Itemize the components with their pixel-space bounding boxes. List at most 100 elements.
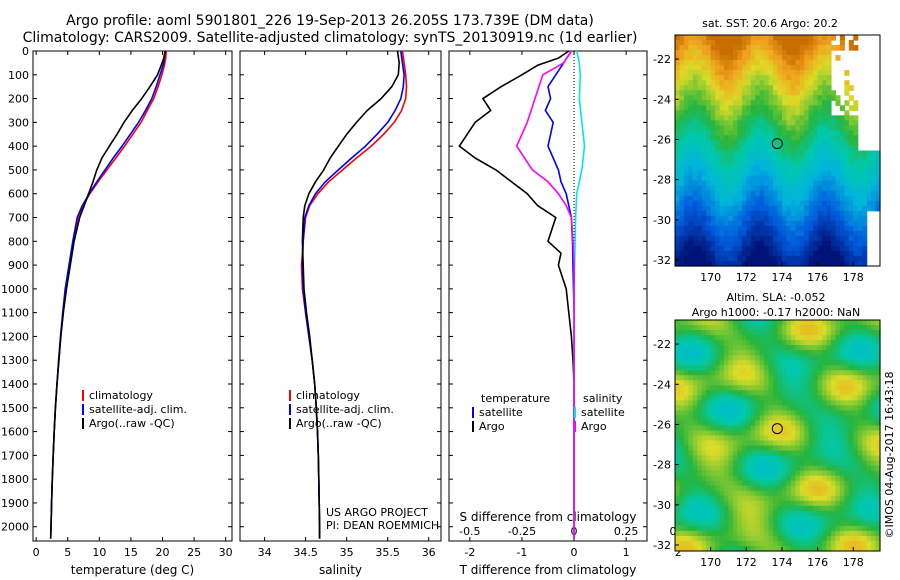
sst-map-title: sat. SST: 20.6 Argo: 20.2 bbox=[702, 17, 838, 30]
imos-credit: ©IMOS 04-Aug-2017 16:43:18 bbox=[883, 372, 896, 539]
lon-tick-label: 174 bbox=[771, 556, 792, 569]
x-tick-label: 1 bbox=[623, 546, 630, 559]
lon-tick-label: 174 bbox=[771, 271, 792, 284]
series-line-satellite bbox=[544, 50, 575, 539]
sst_map-panel: 170 172 174 176 178 -22 -24 -26 -28 -30 -32 sat. SS… bbox=[653, 17, 881, 284]
difference-plot-frame bbox=[448, 50, 648, 542]
x-tick-label: 34.5 bbox=[293, 546, 318, 559]
depth-tick-label: 1000 bbox=[1, 283, 29, 296]
figure-title-line2: Climatology: CARS2009. Satellite-adjuste… bbox=[22, 30, 638, 46]
lat-tick-label: -32 bbox=[653, 254, 671, 267]
lat-tick-label: -30 bbox=[653, 499, 671, 512]
lat-tick-label: -22 bbox=[653, 53, 671, 66]
x-tick-label: 20 bbox=[156, 546, 170, 559]
argo-height-title: Argo h1000: -0.17 h2000: NaN bbox=[692, 306, 861, 319]
legend-label: climatology bbox=[89, 389, 153, 402]
argo-float-marker bbox=[771, 423, 783, 435]
x-tick-label: 2 bbox=[675, 546, 682, 559]
s-tick-label: 0.25 bbox=[614, 525, 639, 538]
x-tick-label: -2 bbox=[464, 546, 475, 559]
legend-label: satellite bbox=[581, 406, 625, 419]
sla-map-title: Altim. SLA: -0.052 bbox=[726, 291, 825, 304]
depth-tick-label: 2000 bbox=[1, 521, 29, 534]
legend-label: Argo bbox=[581, 420, 607, 433]
legend-label: satellite bbox=[479, 406, 523, 419]
depth-tick-label: 1100 bbox=[1, 307, 29, 320]
depth-tick-label: 200 bbox=[8, 93, 29, 106]
lon-tick-label: 176 bbox=[807, 271, 828, 284]
legend-title-salinity: salinity bbox=[583, 392, 623, 405]
x-tick-label: -1 bbox=[516, 546, 527, 559]
depth-tick-label: 800 bbox=[8, 235, 29, 248]
lon-tick-label: 172 bbox=[736, 556, 757, 569]
temperature-xlabel: temperature (deg C) bbox=[71, 563, 194, 577]
legend-title-temperature: temperature bbox=[481, 392, 550, 405]
x-tick-label: 35.5 bbox=[375, 546, 400, 559]
depth-tick-label: 900 bbox=[8, 259, 29, 272]
legend-label: Argo bbox=[479, 420, 505, 433]
depth-tick-label: 1700 bbox=[1, 449, 29, 462]
lon-tick-label: 170 bbox=[700, 556, 721, 569]
lon-tick-label: 178 bbox=[843, 271, 864, 284]
salinity-plot-frame bbox=[239, 50, 442, 542]
depth-tick-label: 1300 bbox=[1, 354, 29, 367]
series-line-argo bbox=[49, 50, 166, 539]
series-line-satellite_salinity bbox=[573, 50, 586, 539]
sla_map-panel: 170 172 174 176 178 -22 -24 -26 -28 -30 -32 Altim. … bbox=[653, 291, 881, 569]
lon-tick-label: 178 bbox=[843, 556, 864, 569]
lat-tick-label: -24 bbox=[653, 378, 671, 391]
series-line-satellite bbox=[49, 50, 166, 539]
lat-tick-label: -28 bbox=[653, 459, 671, 472]
argo-float-marker bbox=[771, 138, 783, 150]
series-line-satellite bbox=[301, 50, 405, 539]
sst_map-frame bbox=[674, 34, 881, 267]
s-tick-label: -0.5 bbox=[459, 525, 480, 538]
depth-tick-label: 0 bbox=[22, 45, 29, 58]
sla_map-frame bbox=[674, 319, 881, 552]
lat-tick-label: -30 bbox=[653, 214, 671, 227]
lat-tick-label: -32 bbox=[653, 539, 671, 552]
series-line-argo_salinity bbox=[515, 50, 575, 539]
x-tick-label: 36 bbox=[422, 546, 436, 559]
s-tick-label: -0.25 bbox=[508, 525, 536, 538]
x-tick-label: 5 bbox=[64, 546, 71, 559]
legend-label: satellite-adj. clim. bbox=[296, 403, 394, 416]
depth-tick-label: 400 bbox=[8, 140, 29, 153]
legend-label: Argo(..raw -QC) bbox=[296, 417, 382, 430]
legend-label: satellite-adj. clim. bbox=[89, 403, 187, 416]
series-line-climatology bbox=[49, 50, 168, 539]
x-tick-label: 0 bbox=[33, 546, 40, 559]
series-line-climatology bbox=[300, 50, 408, 539]
lat-tick-label: -26 bbox=[653, 133, 671, 146]
depth-tick-label: 1500 bbox=[1, 402, 29, 415]
lon-tick-label: 172 bbox=[736, 271, 757, 284]
depth-tick-label: 700 bbox=[8, 212, 29, 225]
sla_map-field bbox=[675, 320, 881, 552]
project-annotation: US ARGO PROJECT bbox=[326, 506, 428, 519]
lat-tick-label: -22 bbox=[653, 338, 671, 351]
difference-panel: -2 -1 0 1 2 T difference from climatology -0.5… bbox=[448, 50, 687, 577]
x-tick-label: 35 bbox=[340, 546, 354, 559]
depth-tick-label: 1800 bbox=[1, 473, 29, 486]
lon-tick-label: 176 bbox=[807, 556, 828, 569]
x-tick-label: 25 bbox=[187, 546, 201, 559]
salinity-xlabel: salinity bbox=[319, 563, 362, 577]
series-line-argo bbox=[301, 50, 400, 539]
depth-tick-label: 600 bbox=[8, 188, 29, 201]
x-tick-label: 15 bbox=[124, 546, 138, 559]
salinity-panel: 34 34.5 35 35.5 36 salinity climatologysatelli… bbox=[239, 50, 442, 577]
legend-label: climatology bbox=[296, 389, 360, 402]
x-tick-label: 30 bbox=[219, 546, 233, 559]
x-tick-label: 34 bbox=[258, 546, 272, 559]
salinity-diff-xlabel: S difference from climatology bbox=[460, 510, 637, 524]
depth-tick-label: 1600 bbox=[1, 426, 29, 439]
figure-title-line1: Argo profile: aoml 5901801_226 19-Sep-20… bbox=[66, 13, 594, 29]
depth-tick-label: 1900 bbox=[1, 497, 29, 510]
difference-xlabel: T difference from climatology bbox=[459, 563, 637, 577]
depth-tick-label: 1400 bbox=[1, 378, 29, 391]
sst_map-field bbox=[675, 35, 881, 267]
series-line-argo bbox=[458, 50, 575, 539]
lat-tick-label: -28 bbox=[653, 174, 671, 187]
project-annotation: PI: DEAN ROEMMICH bbox=[326, 519, 439, 532]
